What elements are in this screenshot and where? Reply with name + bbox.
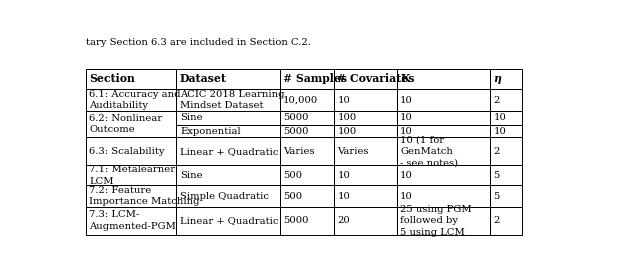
Text: 20: 20 (337, 216, 350, 225)
Text: # Covariates: # Covariates (337, 73, 415, 84)
Bar (280, 207, 334, 235)
Text: tary Section 6.3 are included in Section C.2.: tary Section 6.3 are included in Section… (86, 38, 311, 47)
Bar (86, 137, 177, 165)
Bar (177, 69, 280, 89)
Text: 10: 10 (400, 171, 413, 180)
Text: 500: 500 (283, 192, 302, 201)
Bar (280, 185, 334, 207)
Bar (86, 111, 177, 137)
Bar (397, 69, 490, 89)
Text: 10: 10 (337, 96, 350, 105)
Bar (177, 165, 280, 185)
Text: 10: 10 (400, 127, 413, 135)
Bar (280, 137, 334, 165)
Text: Sine: Sine (180, 171, 203, 180)
Bar (490, 125, 522, 137)
Bar (397, 207, 490, 235)
Bar (397, 89, 490, 111)
Bar (177, 125, 280, 137)
Text: Section: Section (90, 73, 135, 84)
Text: Simple Quadratic: Simple Quadratic (180, 192, 269, 201)
Bar (397, 165, 490, 185)
Bar (86, 185, 177, 207)
Bar (86, 165, 177, 185)
Bar (490, 165, 522, 185)
Text: 100: 100 (337, 127, 356, 135)
Bar (177, 89, 280, 111)
Text: 6.2: Nonlinear
Outcome: 6.2: Nonlinear Outcome (90, 114, 163, 135)
Bar (86, 69, 177, 89)
Bar (397, 125, 490, 137)
Text: 2: 2 (493, 96, 500, 105)
Text: 10: 10 (400, 192, 413, 201)
Text: 6.3: Scalability: 6.3: Scalability (90, 147, 165, 156)
Bar (334, 165, 397, 185)
Text: 5: 5 (493, 171, 500, 180)
Text: 25 using PGM
followed by
5 using LCM: 25 using PGM followed by 5 using LCM (400, 205, 472, 237)
Text: 2: 2 (493, 147, 500, 156)
Text: Linear + Quadratic: Linear + Quadratic (180, 147, 278, 156)
Bar (490, 111, 522, 125)
Text: 100: 100 (337, 114, 356, 122)
Text: 5: 5 (493, 192, 500, 201)
Bar (280, 111, 334, 125)
Bar (490, 89, 522, 111)
Bar (397, 137, 490, 165)
Bar (490, 207, 522, 235)
Bar (490, 137, 522, 165)
Text: 10: 10 (400, 114, 413, 122)
Text: 7.2: Feature
Importance Matching: 7.2: Feature Importance Matching (90, 186, 200, 206)
Bar (177, 207, 280, 235)
Bar (334, 207, 397, 235)
Text: ACIC 2018 Learning
Mindset Dataset: ACIC 2018 Learning Mindset Dataset (180, 90, 284, 110)
Text: Linear + Quadratic: Linear + Quadratic (180, 216, 278, 225)
Bar (334, 89, 397, 111)
Bar (280, 69, 334, 89)
Text: 7.3: LCM-
Augmented-PGM: 7.3: LCM- Augmented-PGM (90, 210, 176, 231)
Bar (490, 69, 522, 89)
Text: 10: 10 (337, 192, 350, 201)
Bar (334, 69, 397, 89)
Text: η: η (493, 73, 502, 84)
Bar (86, 89, 177, 111)
Text: K: K (400, 73, 410, 84)
Text: 10: 10 (493, 127, 506, 135)
Bar (280, 125, 334, 137)
Bar (334, 125, 397, 137)
Text: 5000: 5000 (283, 216, 308, 225)
Text: 10: 10 (493, 114, 506, 122)
Bar (280, 89, 334, 111)
Bar (177, 137, 280, 165)
Bar (334, 111, 397, 125)
Text: 5000: 5000 (283, 127, 308, 135)
Text: 10 (1 for
GenMatch
- see notes): 10 (1 for GenMatch - see notes) (400, 135, 458, 167)
Text: 6.1: Accuracy and
Auditability: 6.1: Accuracy and Auditability (90, 90, 181, 110)
Text: 10,000: 10,000 (283, 96, 318, 105)
Bar (280, 165, 334, 185)
Text: 7.1: Metalearner
LCM: 7.1: Metalearner LCM (90, 165, 175, 186)
Text: Varies: Varies (337, 147, 369, 156)
Text: # Samples: # Samples (283, 73, 347, 84)
Text: 500: 500 (283, 171, 302, 180)
Text: Exponential: Exponential (180, 127, 241, 135)
Text: 10: 10 (400, 96, 413, 105)
Text: Dataset: Dataset (180, 73, 227, 84)
Text: Varies: Varies (283, 147, 315, 156)
Bar (334, 137, 397, 165)
Bar (177, 185, 280, 207)
Bar (397, 111, 490, 125)
Text: 10: 10 (337, 171, 350, 180)
Bar (177, 111, 280, 125)
Text: 5000: 5000 (283, 114, 308, 122)
Bar (490, 185, 522, 207)
Bar (86, 207, 177, 235)
Bar (334, 185, 397, 207)
Text: 2: 2 (493, 216, 500, 225)
Bar (397, 185, 490, 207)
Text: Sine: Sine (180, 114, 203, 122)
